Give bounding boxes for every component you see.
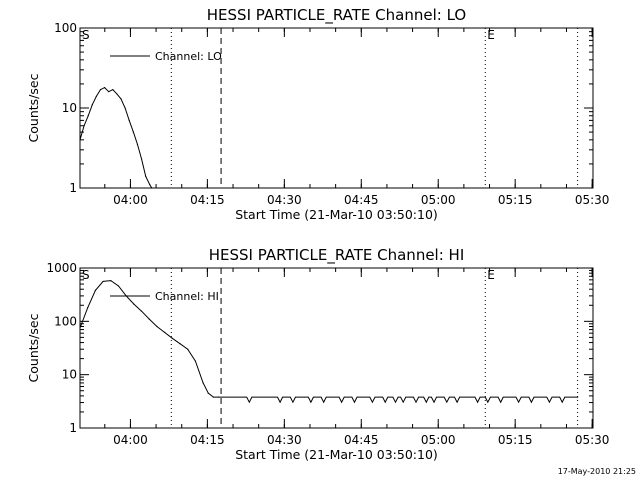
data-point (128, 119, 130, 121)
x-tick-label: 05:30 (575, 433, 610, 447)
data-point (91, 104, 93, 106)
y-tick-label: 100 (54, 21, 77, 35)
data-point (79, 327, 81, 329)
data-point (124, 107, 126, 109)
y-tick-label: 1 (69, 181, 77, 195)
data-point (202, 382, 204, 384)
data-point (149, 184, 151, 186)
y-axis-label: Counts/sec (26, 73, 41, 142)
x-tick-label: 04:45 (344, 193, 379, 207)
x-tick-label: 05:30 (575, 193, 610, 207)
data-point (164, 331, 166, 334)
data-point (79, 139, 81, 141)
data-point (179, 343, 181, 345)
data-point (145, 175, 147, 177)
series-line (79, 86, 153, 189)
y-tick-label: 10 (62, 101, 77, 115)
chart-panel-1: HESSI PARTICLE_RATE Channel: LO 04:00 04:1… (26, 6, 609, 222)
x-tick-label: 05:15 (498, 433, 533, 447)
chart-title: HESSI PARTICLE_RATE Channel: LO (207, 6, 466, 25)
x-axis-label: Start Time (21-Mar-10 03:50:10) (235, 207, 438, 222)
time-marker-label: E (487, 268, 495, 282)
data-point (83, 125, 85, 127)
y-tick-label: 100 (54, 314, 77, 328)
data-point (140, 310, 143, 312)
data-point (156, 325, 158, 328)
x-tick-label: 05:00 (421, 193, 456, 207)
data-point (104, 86, 106, 89)
plot-frame (79, 267, 594, 429)
y-tick-label: 10 (62, 368, 77, 382)
x-tick-label: 04:30 (267, 193, 302, 207)
data-point (95, 95, 98, 97)
x-tick-label: 05:00 (421, 433, 456, 447)
x-tick-label: 05:15 (498, 193, 533, 207)
data-point (102, 280, 104, 283)
data-point (132, 131, 134, 133)
legend-entry: Channel: HI (155, 290, 219, 303)
data-point (120, 98, 122, 100)
data-point (136, 143, 139, 146)
x-tick-label: 04:30 (267, 433, 302, 447)
x-tick-label: 04:00 (113, 193, 148, 207)
data-point (151, 187, 153, 189)
x-tick-label: 04:00 (113, 433, 148, 447)
time-marker-label: S (82, 268, 90, 282)
data-point (212, 396, 214, 398)
data-point (217, 396, 220, 398)
data-point (140, 158, 143, 160)
footer-timestamp: 17-May-2010 21:25 (558, 467, 636, 476)
time-marker-label: S (82, 28, 90, 42)
data-point (110, 280, 112, 282)
chart-title: HESSI PARTICLE_RATE Channel: HI (209, 246, 465, 265)
data-point (87, 115, 89, 117)
data-point (99, 88, 102, 91)
data-point (117, 285, 120, 287)
y-axis-label: Counts/sec (26, 313, 41, 382)
chart-panel-2: HESSI PARTICLE_RATE Channel: HI 04:00 04:1… (26, 246, 609, 462)
data-point (94, 289, 96, 292)
x-axis-label: Start Time (21-Mar-10 03:50:10) (235, 447, 438, 462)
data-point (116, 93, 118, 95)
series-line (79, 280, 578, 404)
x-tick-label: 04:15 (190, 193, 225, 207)
data-point (171, 337, 173, 339)
y-tick-label: 1000 (46, 261, 77, 275)
data-point (133, 303, 135, 305)
data-point (577, 396, 579, 398)
time-marker-label: E (487, 28, 495, 42)
x-tick-label: 04:45 (344, 433, 379, 447)
data-point (112, 88, 114, 91)
x-tick-label: 04:15 (190, 433, 225, 447)
data-point (194, 360, 197, 362)
data-point (87, 307, 89, 309)
y-tick-label: 1 (69, 421, 77, 435)
data-point (108, 91, 110, 93)
data-point (187, 348, 189, 350)
data-point (207, 392, 209, 394)
legend-entry: Channel: LO (155, 50, 222, 63)
data-point (148, 318, 150, 320)
